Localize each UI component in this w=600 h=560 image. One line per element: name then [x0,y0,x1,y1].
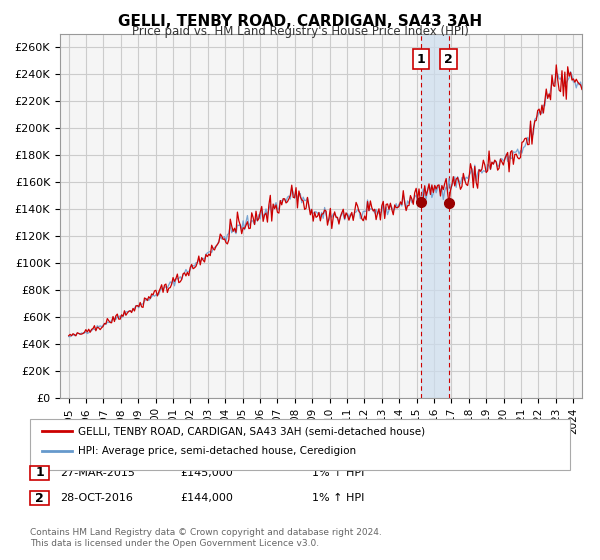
Text: £144,000: £144,000 [180,493,233,503]
Text: 2: 2 [444,53,453,66]
Text: 2: 2 [35,492,44,505]
Text: 28-OCT-2016: 28-OCT-2016 [60,493,133,503]
Text: £145,000: £145,000 [180,468,233,478]
Text: 1% ↑ HPI: 1% ↑ HPI [312,468,364,478]
Text: GELLI, TENBY ROAD, CARDIGAN, SA43 3AH: GELLI, TENBY ROAD, CARDIGAN, SA43 3AH [118,14,482,29]
Bar [421,34,449,398]
Text: 1: 1 [35,466,44,479]
Text: GELLI, TENBY ROAD, CARDIGAN, SA43 3AH (semi-detached house): GELLI, TENBY ROAD, CARDIGAN, SA43 3AH (s… [78,426,425,436]
Text: Price paid vs. HM Land Registry's House Price Index (HPI): Price paid vs. HM Land Registry's House … [131,25,469,38]
Text: 27-MAR-2015: 27-MAR-2015 [60,468,135,478]
Text: 1: 1 [416,53,425,66]
Text: HPI: Average price, semi-detached house, Ceredigion: HPI: Average price, semi-detached house,… [78,446,356,456]
Text: 1% ↑ HPI: 1% ↑ HPI [312,493,364,503]
Text: Contains HM Land Registry data © Crown copyright and database right 2024.
This d: Contains HM Land Registry data © Crown c… [30,528,382,548]
